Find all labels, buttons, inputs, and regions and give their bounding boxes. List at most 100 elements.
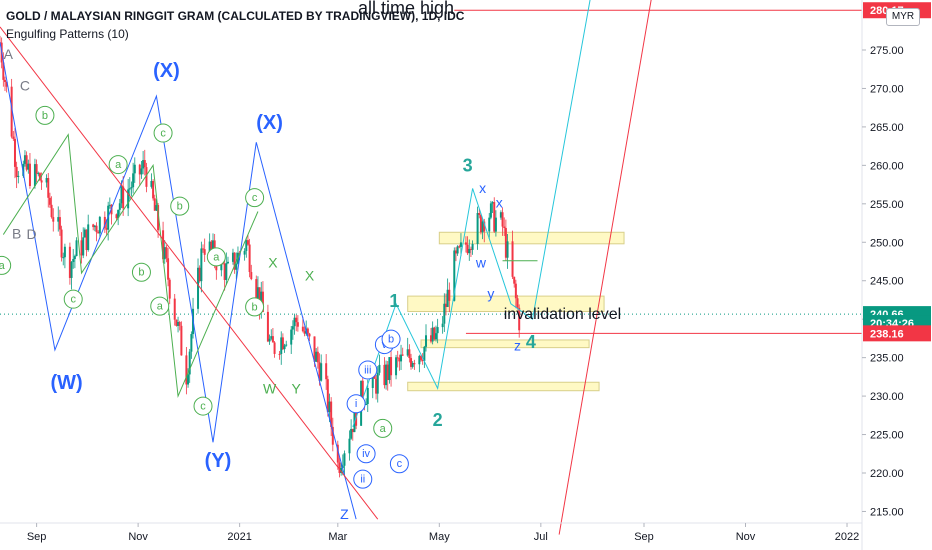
y-tick-label: 220.00 [870, 468, 904, 480]
candle-body [326, 379, 329, 413]
candle-body [320, 363, 323, 381]
candle-body [243, 250, 246, 255]
wave-circle-label: a [115, 159, 122, 171]
candle-body [355, 404, 358, 426]
candle-body [296, 322, 299, 327]
x-tick-label: Sep [27, 531, 47, 543]
candle-body [48, 197, 51, 205]
candle-body [493, 202, 496, 232]
zone-box [407, 295, 605, 312]
candle-body [142, 160, 145, 169]
y-tick-label: 250.00 [870, 237, 904, 249]
y-tick-label: 235.00 [870, 353, 904, 365]
candle-body [453, 250, 456, 301]
candle-body [132, 173, 135, 188]
candle-body [330, 401, 333, 427]
candle-body [501, 212, 504, 227]
wave-label: A [4, 46, 14, 62]
wave-label: all time high [358, 0, 454, 18]
candle-body [308, 333, 311, 337]
wave-label: C [20, 78, 30, 94]
candle-body [483, 221, 486, 232]
candle-body [223, 263, 226, 280]
candle-body [108, 204, 111, 206]
candle-body [331, 426, 334, 445]
candle-body [17, 175, 20, 178]
candle-body [10, 86, 13, 137]
candle-body [246, 240, 249, 245]
candle-body [175, 319, 178, 326]
x-tick-label: Sep [634, 531, 654, 543]
candle-body [75, 240, 78, 257]
candle-body [454, 250, 457, 254]
candle-body [52, 217, 55, 222]
candle-body [256, 287, 259, 299]
candle-body [375, 378, 378, 394]
candles [0, 35, 521, 478]
wave-circle [35, 105, 55, 125]
candle-body [479, 214, 482, 233]
candle-body [68, 246, 71, 278]
candle-body [385, 364, 388, 386]
candle-body [503, 226, 506, 229]
candle-body [127, 189, 130, 209]
candle-body [210, 241, 213, 250]
wave-circle-label: iii [364, 364, 371, 376]
y-tick-label: 255.00 [870, 199, 904, 211]
wave-circle [193, 396, 213, 416]
candle-body [285, 344, 288, 346]
candle-body [400, 354, 403, 362]
candle-body [413, 362, 416, 365]
candle-body [436, 327, 439, 334]
wave-label: D [27, 226, 37, 242]
candle-body [155, 205, 158, 211]
candle-body [23, 155, 26, 164]
candle-body [12, 136, 15, 139]
wave-circle [373, 418, 393, 438]
candle-body [50, 204, 53, 218]
candle-body [425, 335, 428, 347]
wave-circle [206, 247, 226, 267]
wave-label: (X) [153, 60, 180, 82]
candle-body [421, 359, 424, 362]
wave-line [352, 0, 591, 428]
candle-body [105, 228, 108, 230]
candle-body [28, 163, 31, 186]
candle-body [167, 258, 170, 280]
candle-body [190, 334, 193, 352]
candle-body [165, 247, 168, 259]
candle-body [481, 221, 484, 233]
candle-body [441, 323, 444, 328]
candle-body [325, 363, 328, 380]
candle-body [271, 336, 274, 343]
candle-body [80, 240, 83, 256]
candle-body [133, 164, 136, 174]
candle-body [431, 327, 434, 342]
wave-label: (W) [50, 372, 82, 394]
wave-circle-label: b [177, 201, 183, 213]
wave-circle [356, 444, 376, 464]
wave-label: 3 [463, 156, 473, 176]
wave-circle [358, 360, 378, 380]
candle-body [203, 249, 206, 255]
candle-body [315, 351, 318, 362]
candle-body [378, 364, 381, 373]
wave-circle-label: a [0, 260, 6, 272]
wave-circle [389, 454, 409, 474]
indicator-label[interactable]: Engulfing Patterns (10) [6, 27, 129, 41]
currency-button[interactable]: MYR [886, 8, 920, 26]
wave-circle [245, 188, 265, 208]
candle-body [443, 303, 446, 324]
y-tick-label: 215.00 [870, 506, 904, 518]
wave-circle [170, 196, 190, 216]
candle-body [83, 229, 86, 238]
candle-body [248, 244, 251, 273]
candle-body [143, 160, 146, 168]
candle-body [35, 164, 38, 174]
zone-box [438, 231, 625, 245]
candle-body [341, 465, 344, 469]
wave-line [2, 133, 259, 399]
candle-body [25, 155, 28, 170]
candle-body [278, 353, 281, 355]
